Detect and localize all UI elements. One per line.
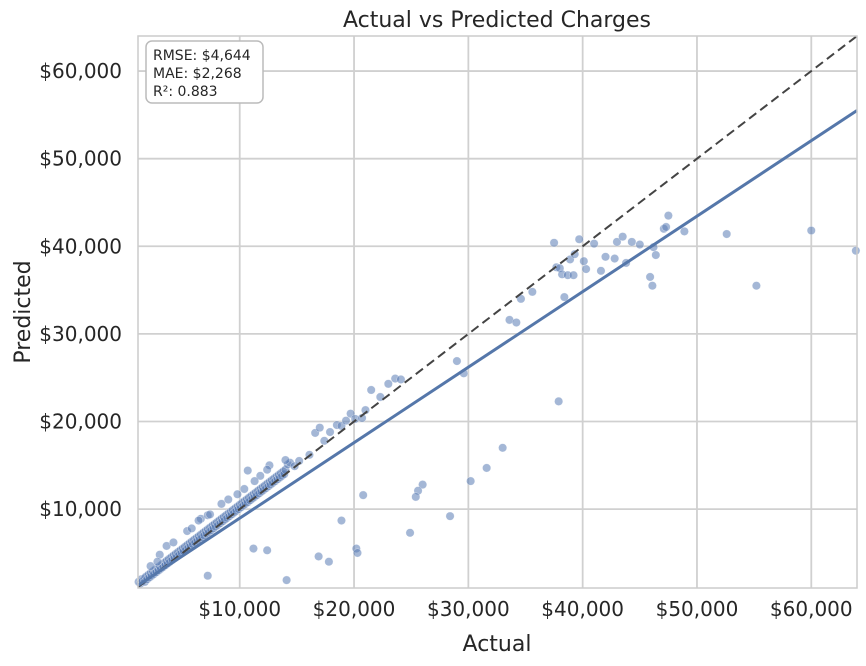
data-point — [651, 250, 661, 260]
data-point — [661, 222, 671, 232]
x-tick-label: $40,000 — [541, 597, 624, 621]
data-point — [618, 232, 628, 242]
data-point — [445, 511, 455, 521]
identity-reference-line — [137, 35, 858, 588]
data-point — [341, 416, 351, 426]
data-point — [249, 544, 258, 554]
data-point — [205, 509, 215, 519]
data-point — [554, 396, 564, 406]
data-point — [452, 356, 462, 366]
data-point — [610, 254, 620, 264]
data-point — [152, 557, 162, 567]
y-tick-label: $50,000 — [39, 147, 122, 171]
data-point — [498, 443, 508, 453]
data-point — [262, 465, 272, 475]
x-tick-label: $60,000 — [770, 597, 853, 621]
data-point — [411, 492, 421, 502]
plot-frame — [137, 35, 858, 589]
stats-box: RMSE: $4,644 MAE: $2,268 R²: 0.883 — [145, 40, 264, 104]
data-point — [663, 211, 673, 221]
data-point — [679, 226, 689, 236]
data-point — [574, 234, 584, 244]
x-gridlines — [238, 36, 813, 588]
rmse-label: RMSE: $4,644 — [153, 48, 251, 64]
data-point — [722, 229, 732, 239]
x-tick-labels: $10,000 $20,000 $30,000 $40,000 $50,000 $60,0… — [198, 597, 852, 621]
data-point — [223, 495, 233, 504]
data-point — [647, 281, 657, 291]
data-point — [851, 246, 861, 256]
x-tick-label: $30,000 — [427, 597, 510, 621]
data-point — [315, 423, 325, 433]
y-tick-label: $20,000 — [39, 410, 122, 434]
data-point — [216, 499, 226, 509]
data-point — [596, 266, 606, 276]
data-point — [579, 256, 589, 266]
mae-label: MAE: $2,268 — [153, 66, 242, 82]
stats-box-background — [145, 40, 264, 104]
y-axis-title: Predicted — [11, 260, 36, 363]
data-point — [645, 272, 655, 282]
data-point — [466, 476, 476, 486]
y-gridlines — [138, 70, 857, 511]
data-point — [239, 484, 249, 494]
x-axis-title: Actual — [463, 632, 532, 657]
data-point — [527, 287, 537, 297]
regression-fit-line — [137, 109, 858, 587]
data-point — [255, 471, 265, 481]
data-point — [314, 552, 324, 561]
data-point — [187, 523, 197, 533]
data-point — [601, 252, 610, 262]
data-point — [194, 516, 204, 525]
data-point — [337, 516, 346, 525]
data-point — [581, 264, 591, 274]
data-point — [405, 528, 415, 538]
data-point — [281, 455, 290, 465]
y-tick-label: $30,000 — [39, 322, 122, 346]
data-point — [396, 375, 406, 384]
x-tick-label: $20,000 — [313, 597, 396, 621]
data-point — [418, 480, 428, 490]
data-point — [511, 318, 521, 327]
data-point — [353, 548, 362, 558]
data-point — [324, 557, 334, 567]
data-point — [250, 476, 260, 486]
data-point — [358, 490, 368, 500]
data-point — [146, 561, 156, 571]
data-point — [627, 237, 637, 247]
data-point — [294, 456, 304, 466]
data-point — [570, 249, 580, 259]
data-point — [612, 237, 622, 247]
x-tick-label: $10,000 — [198, 597, 281, 621]
data-point — [569, 270, 578, 280]
data-point — [751, 281, 761, 291]
data-point — [559, 292, 569, 302]
y-tick-label: $10,000 — [39, 497, 122, 521]
data-point — [366, 385, 376, 395]
data-point — [383, 379, 393, 389]
data-point — [635, 240, 645, 249]
chart-title: Actual vs Predicted Charges — [343, 8, 651, 33]
y-tick-labels: $10,000 $20,000 $30,000 $40,000 $50,000 $60,0… — [39, 59, 122, 521]
data-point — [203, 571, 213, 581]
data-point — [243, 466, 253, 476]
y-tick-label: $40,000 — [39, 234, 122, 258]
data-point — [325, 427, 335, 437]
data-point — [282, 575, 292, 585]
data-point — [482, 463, 492, 473]
r2-label: R²: 0.883 — [153, 84, 218, 100]
data-point — [232, 489, 242, 499]
data-point — [806, 226, 816, 235]
y-tick-label: $60,000 — [39, 59, 122, 83]
data-point — [168, 537, 178, 547]
data-point — [262, 545, 272, 555]
data-point — [549, 238, 559, 248]
data-point — [589, 239, 599, 249]
x-tick-label: $50,000 — [656, 597, 739, 621]
